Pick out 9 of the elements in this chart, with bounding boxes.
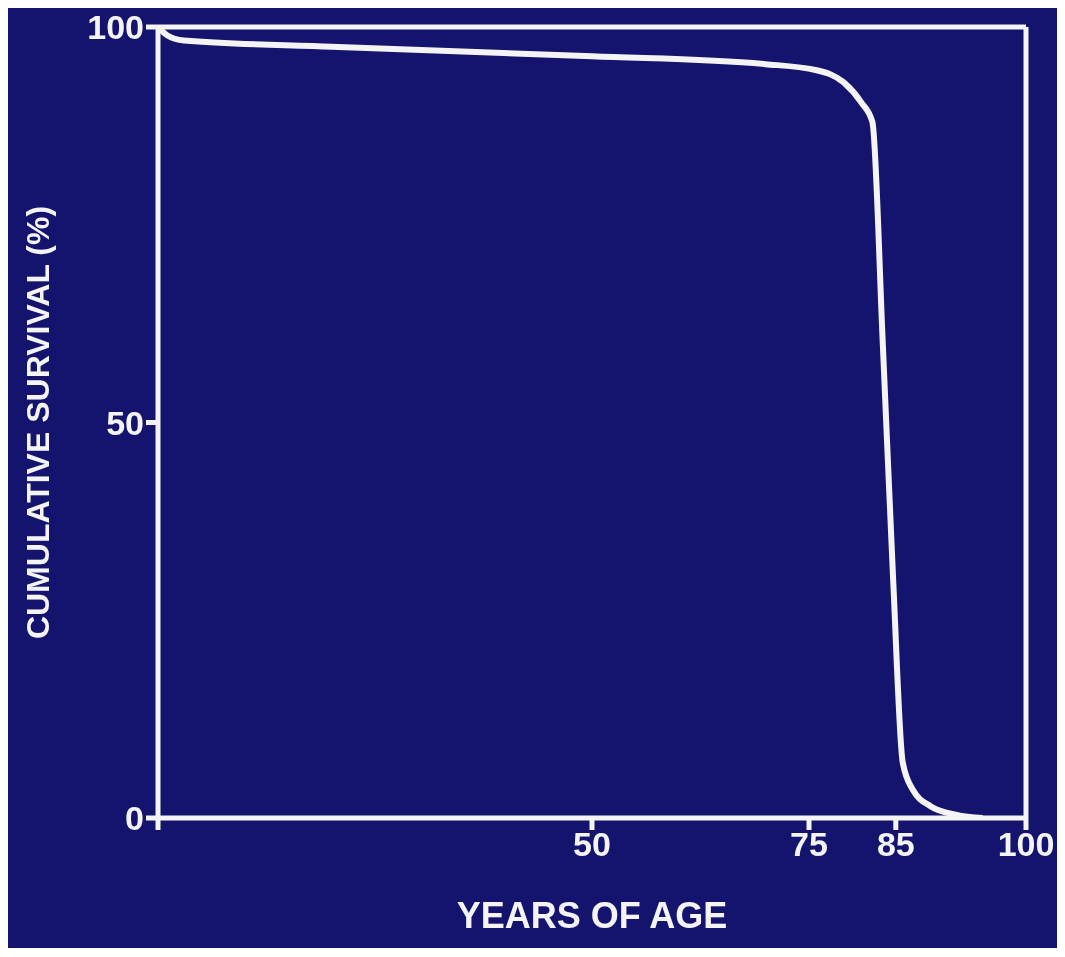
x-tick-label: 100 — [997, 825, 1055, 864]
y-axis-title: CUMULATIVE SURVIVAL (%) — [20, 205, 57, 640]
x-tick-label: 75 — [790, 825, 828, 864]
x-tick-label: 85 — [876, 825, 915, 864]
x-axis-title: YEARS OF AGE — [456, 895, 728, 936]
y-tick-label: 50 — [106, 403, 144, 442]
y-tick-label: 100 — [87, 8, 144, 47]
x-tick-label: 50 — [573, 825, 611, 864]
y-tick-label: 0 — [125, 799, 144, 838]
